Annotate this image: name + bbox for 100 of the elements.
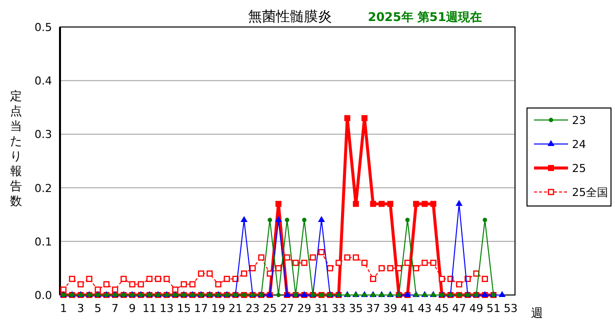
x-tick-label: 5 <box>94 302 102 315</box>
x-tick-label: 17 <box>194 302 208 315</box>
point <box>103 281 110 288</box>
point <box>318 216 325 222</box>
x-tick-label: 1 <box>60 302 67 315</box>
point <box>412 265 420 272</box>
point <box>86 276 92 282</box>
point <box>189 281 196 288</box>
chart-subtitle: 2025年 第51週現在 <box>368 10 482 24</box>
point <box>206 270 213 277</box>
point <box>154 276 162 282</box>
point <box>250 265 256 272</box>
x-tick-label: 19 <box>211 302 226 315</box>
x-tick-label: 41 <box>400 302 414 315</box>
legend-label: 25 <box>572 162 586 175</box>
point <box>326 265 334 272</box>
point <box>129 281 136 288</box>
point <box>352 254 359 261</box>
legend-label: 23 <box>572 114 586 127</box>
point <box>370 200 376 207</box>
x-tick-label: 45 <box>434 302 449 315</box>
point <box>275 265 282 272</box>
point <box>370 276 376 282</box>
legend-label: 24 <box>572 138 586 151</box>
y-tick-label: 0.4 <box>34 74 52 88</box>
point <box>352 200 359 207</box>
y-tick-label: 0.2 <box>34 182 52 195</box>
y-tick-label: 0.3 <box>34 128 52 142</box>
y-axis-title: 定点当たり報告数 <box>10 89 22 208</box>
x-tick-label: 43 <box>418 302 432 315</box>
point <box>275 200 282 207</box>
point <box>422 260 428 266</box>
point <box>68 276 76 282</box>
x-tick-label: 47 <box>452 302 466 315</box>
point <box>430 260 436 266</box>
point <box>146 276 153 282</box>
x-tick-label: 37 <box>366 302 380 315</box>
point <box>482 276 488 282</box>
point <box>94 286 101 293</box>
x-tick-label: 29 <box>297 302 312 315</box>
point <box>430 200 436 207</box>
point <box>112 286 118 293</box>
x-tick-label: 35 <box>348 302 363 315</box>
point <box>344 115 350 122</box>
x-tick-label: 7 <box>112 302 119 315</box>
x-tick-label: 15 <box>176 302 191 315</box>
x-tick-label: 11 <box>142 302 156 315</box>
point <box>302 218 306 222</box>
y-tick-label: 0.1 <box>34 235 52 248</box>
point <box>240 216 248 222</box>
point <box>456 200 463 206</box>
point <box>301 260 308 266</box>
point <box>60 286 67 293</box>
point <box>405 218 410 222</box>
point <box>172 286 178 293</box>
point <box>361 115 368 122</box>
point <box>268 218 272 222</box>
point <box>498 291 506 297</box>
point <box>284 254 290 261</box>
point <box>344 254 350 261</box>
x-tick-label: 23 <box>246 302 260 315</box>
x-tick-label: 39 <box>383 302 398 315</box>
x-tick-label: 25 <box>262 302 277 315</box>
point <box>284 218 290 222</box>
point <box>120 276 127 282</box>
point <box>224 276 230 282</box>
point <box>378 200 385 207</box>
point <box>180 281 187 288</box>
point <box>292 260 299 266</box>
point <box>164 276 170 282</box>
point <box>387 200 394 207</box>
y-tick-label: 0.5 <box>34 21 52 34</box>
point <box>138 281 144 288</box>
point <box>215 281 222 288</box>
x-axis-title: 週 <box>531 306 543 320</box>
x-tick-label: 21 <box>228 302 242 315</box>
point <box>198 270 204 277</box>
point <box>422 200 428 207</box>
point <box>361 260 368 266</box>
chart-title: 無菌性髄膜炎 <box>248 9 332 25</box>
x-tick-label: 27 <box>280 302 294 315</box>
x-tick-label: 33 <box>332 302 346 315</box>
point <box>336 260 342 266</box>
x-tick-label: 3 <box>77 302 84 315</box>
point <box>78 281 84 288</box>
point <box>274 216 282 222</box>
x-tick-label: 13 <box>160 302 174 315</box>
point <box>258 254 264 261</box>
point <box>378 265 385 272</box>
point <box>240 270 248 277</box>
y-tick-label: 0.0 <box>34 289 52 302</box>
legend-label: 25全国 <box>572 186 608 199</box>
point <box>318 249 325 256</box>
point <box>482 218 488 222</box>
x-tick-label: 53 <box>504 302 518 315</box>
x-tick-label: 51 <box>486 302 500 315</box>
point <box>387 265 394 272</box>
point <box>438 276 445 282</box>
x-tick-label: 49 <box>469 302 484 315</box>
point <box>310 254 316 261</box>
